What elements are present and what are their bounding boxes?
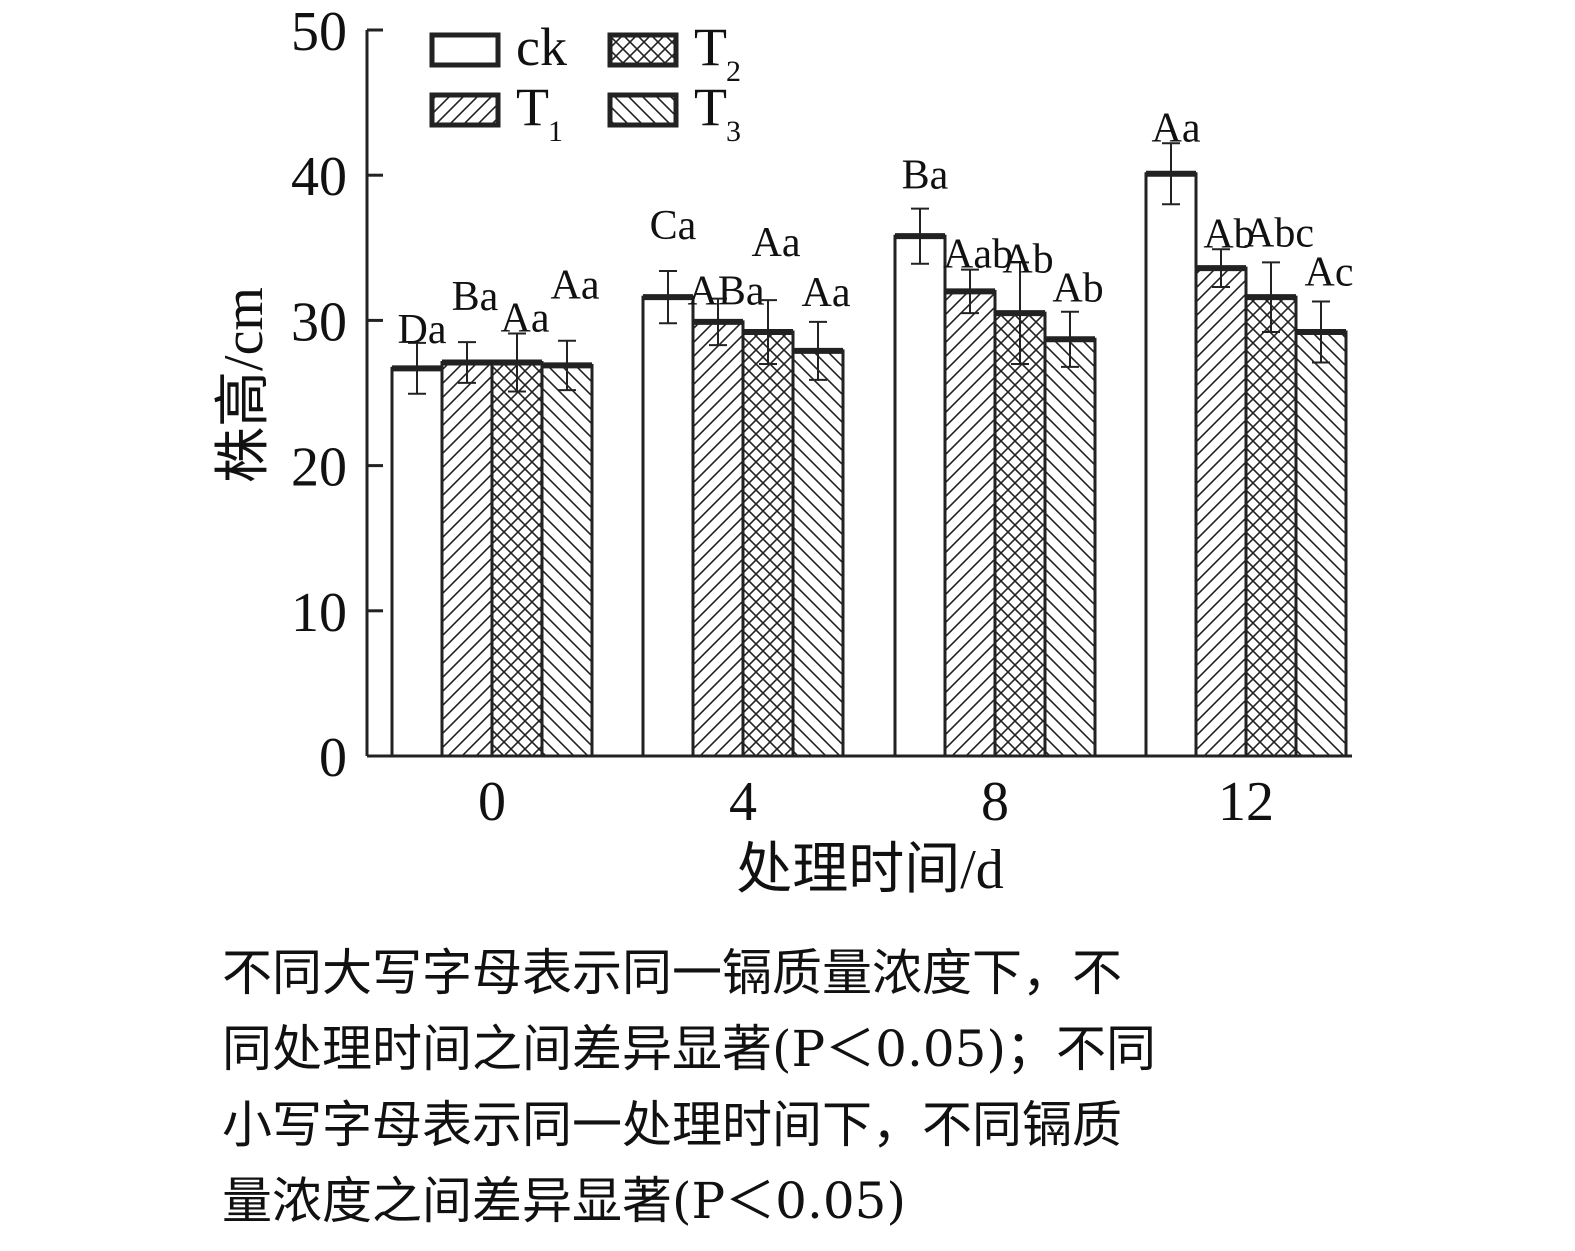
legend-label-T1: T xyxy=(516,77,549,137)
legend-swatch-T3 xyxy=(607,92,679,128)
y-tick-label: 10 xyxy=(291,582,347,644)
significance-label: ABa xyxy=(688,269,765,315)
legend-swatch-T1 xyxy=(429,92,501,128)
bar-T2 xyxy=(490,361,544,758)
bar-T1 xyxy=(943,289,997,758)
bar-ck xyxy=(390,366,444,758)
y-tick-label: 30 xyxy=(291,291,347,353)
bar-ck xyxy=(641,295,695,758)
caption-line: 同处理时间之间差异显著(P＜0.05)；不同 xyxy=(222,1020,1156,1078)
bar-T1 xyxy=(440,361,494,758)
caption-line: 小写字母表示同一处理时间下，不同镉质 xyxy=(222,1096,1122,1154)
y-tick-label: 40 xyxy=(291,146,347,208)
figure-caption: 不同大写字母表示同一镉质量浓度下，不 同处理时间之间差异显著(P＜0.05)；不… xyxy=(222,935,1352,1239)
significance-label: Da xyxy=(398,307,447,353)
significance-label: Aab xyxy=(943,232,1013,278)
bar-T3 xyxy=(791,349,845,758)
significance-label: Abc xyxy=(1244,210,1314,256)
x-tick-label: 12 xyxy=(1218,771,1274,833)
bar-T2 xyxy=(1244,295,1298,758)
bar-T1 xyxy=(1194,266,1248,758)
legend-label-ck: ck xyxy=(516,17,567,77)
bar-T1 xyxy=(691,320,745,758)
legend-subscript: 1 xyxy=(548,115,563,148)
bar-ck xyxy=(1144,172,1198,758)
bar-ck xyxy=(893,234,947,758)
x-tick-label: 0 xyxy=(478,771,506,833)
significance-label: Ba xyxy=(452,274,499,320)
significance-label: Aa xyxy=(802,270,851,316)
bar-T2 xyxy=(741,330,795,758)
significance-label: Ab xyxy=(1052,266,1103,312)
bar-T3 xyxy=(1043,337,1097,758)
significance-label: Ba xyxy=(902,153,949,199)
significance-label: Aa xyxy=(501,295,550,341)
bar-T3 xyxy=(540,363,594,758)
y-tick-label: 50 xyxy=(291,1,347,63)
y-tick-label: 0 xyxy=(319,727,347,789)
legend-swatch-ck xyxy=(429,32,501,68)
y-axis-label: 株高/cm xyxy=(213,287,275,483)
significance-label: Aa xyxy=(752,220,801,266)
significance-label: Ca xyxy=(650,203,697,249)
legend-label-T3: T xyxy=(694,77,727,137)
bar-T3 xyxy=(1294,330,1348,758)
significance-label: Ab xyxy=(1002,236,1053,282)
caption-line: 量浓度之间差异显著(P＜0.05) xyxy=(222,1172,906,1230)
y-tick-label: 20 xyxy=(291,437,347,499)
x-tick-label: 8 xyxy=(981,771,1009,833)
bar-T2 xyxy=(993,311,1047,758)
legend-label-T2: T xyxy=(694,17,727,77)
x-axis-label: 处理时间/d xyxy=(736,839,1004,901)
legend-swatch-T2 xyxy=(607,32,679,68)
caption-line: 不同大写字母表示同一镉质量浓度下，不 xyxy=(222,944,1122,1002)
significance-label: Ab xyxy=(1203,211,1254,257)
legend-subscript: 2 xyxy=(726,55,741,88)
significance-label: Aa xyxy=(551,263,600,309)
x-tick-label: 4 xyxy=(729,771,757,833)
significance-label: Ac xyxy=(1305,250,1354,296)
significance-label: Aa xyxy=(1152,105,1201,151)
legend-subscript: 3 xyxy=(726,115,741,148)
